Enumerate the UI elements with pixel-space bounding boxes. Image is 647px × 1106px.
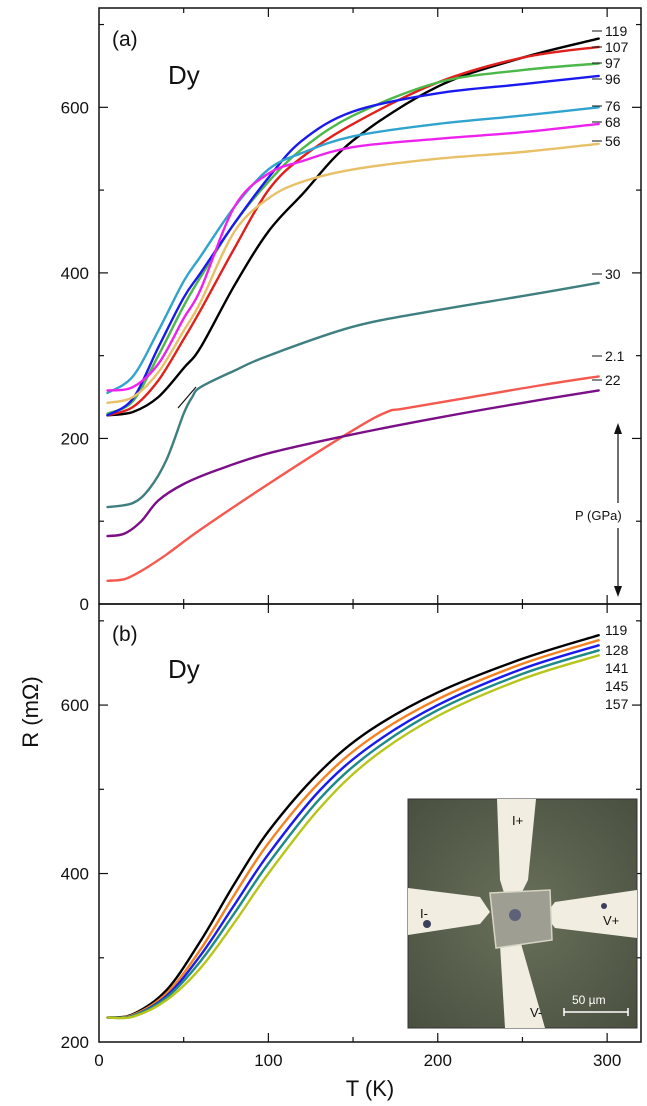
panel-a-ticks: 0 200 400 600	[61, 8, 641, 614]
panel-b-label: (b)	[112, 623, 138, 646]
panel-b-element: Dy	[168, 654, 200, 684]
panel-b-ticks: 200 400 600 0 100 200 300	[61, 604, 641, 1070]
x-tick-label: 100	[254, 1051, 282, 1070]
series-line-a-56	[106, 142, 600, 405]
pressure-label-a-97: 97	[605, 55, 621, 71]
series-line-a-119	[106, 37, 600, 417]
pressure-label-b-141: 141	[605, 660, 629, 676]
pressure-label-b-119: 119	[605, 622, 628, 638]
pressure-label-a-2_1: 2.1	[605, 348, 625, 364]
contact-label-i-plus: I+	[512, 813, 523, 828]
y-tick-label: 600	[61, 98, 89, 117]
y-tick-label: 0	[80, 595, 89, 614]
y-tick-label: 200	[61, 429, 89, 448]
contact-label-i-minus: I-	[420, 906, 428, 921]
x-axis-label: T (K)	[346, 1076, 394, 1101]
series-line-a-2_1	[106, 375, 600, 582]
kink-marker	[177, 386, 197, 409]
series-line-b-145	[106, 649, 600, 1020]
scale-bar-label: 50 µm	[572, 993, 606, 1007]
series-line-a-96	[106, 74, 600, 417]
contact-label-v-minus: V-	[530, 1005, 542, 1020]
pressure-arrow-label: P (GPa)	[575, 508, 622, 523]
pressure-label-b-128: 128	[605, 642, 629, 658]
pressure-label-a-96: 96	[605, 71, 621, 87]
panel-a-label: (a)	[112, 28, 138, 51]
pressure-label-a-22: 22	[605, 372, 621, 388]
pressure-label-a-56: 56	[605, 133, 621, 149]
panel-b-series	[106, 634, 600, 1020]
pressure-label-a-107: 107	[605, 39, 629, 55]
series-line-b-128	[106, 639, 600, 1019]
contact-label-v-plus: V+	[603, 913, 619, 928]
y-tick-label: 200	[61, 1033, 89, 1052]
inset-photo: I+ I- V+ V- 50 µm	[407, 798, 638, 1029]
panel-b-frame	[98, 603, 642, 1043]
panel-b-pressure-labels: 119 128 141 145 157	[605, 622, 629, 712]
y-tick-label: 400	[61, 865, 89, 884]
inset-contacts	[408, 799, 637, 1028]
x-tick-label: 0	[94, 1051, 103, 1070]
panel-a-series	[106, 37, 600, 582]
series-line-b-157	[106, 654, 600, 1020]
series-line-a-107	[106, 45, 600, 417]
y-axis-label: R (mΩ)	[18, 676, 43, 747]
pressure-label-a-68: 68	[605, 114, 621, 130]
y-tick-label: 600	[61, 696, 89, 715]
series-line-a-97	[106, 62, 600, 415]
pressure-label-b-157: 157	[605, 696, 629, 712]
pressure-label-a-30: 30	[605, 266, 621, 282]
x-tick-label: 300	[593, 1051, 621, 1070]
series-line-a-22	[106, 389, 600, 538]
series-line-b-119	[106, 634, 600, 1019]
series-line-a-68	[106, 122, 600, 392]
x-tick-label: 200	[424, 1051, 452, 1070]
series-line-a-30	[106, 281, 600, 509]
pressure-label-b-145: 145	[605, 678, 629, 694]
pressure-label-a-119: 119	[605, 23, 628, 39]
pressure-label-a-76: 76	[605, 98, 621, 114]
panel-a-element: Dy	[168, 60, 200, 90]
y-tick-label: 400	[61, 264, 89, 283]
series-line-a-76	[106, 106, 600, 395]
pressure-arrow: P (GPa)	[575, 423, 622, 597]
